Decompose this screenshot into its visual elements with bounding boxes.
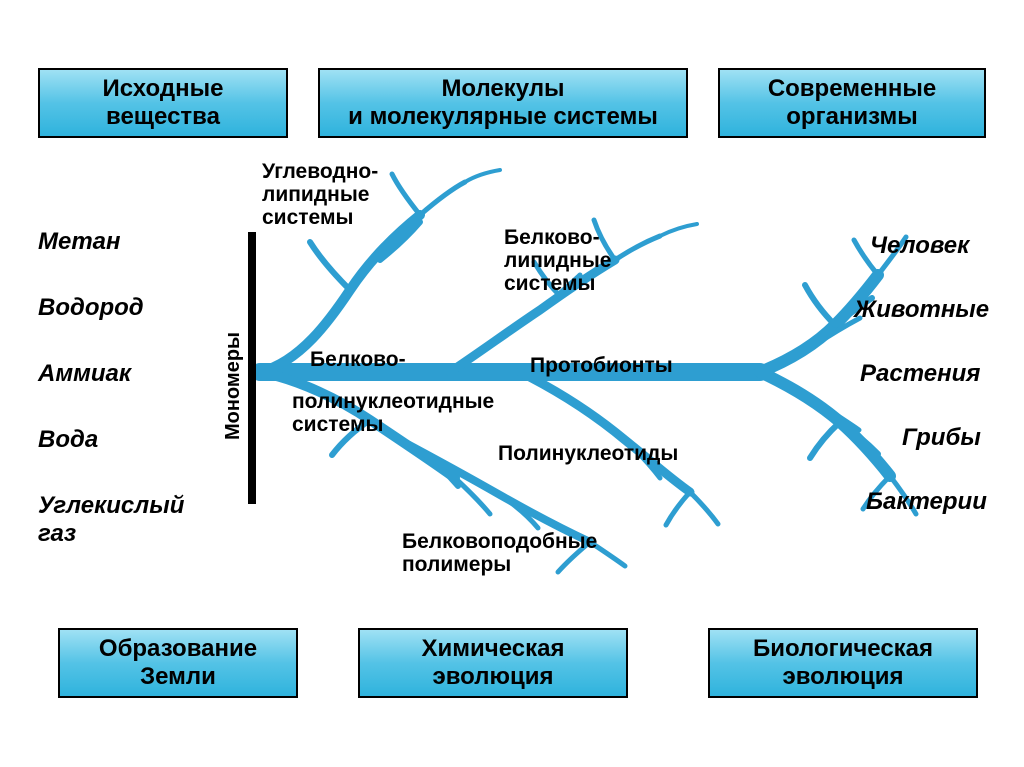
footer-label: Химическаяэволюция — [422, 635, 565, 690]
right-label-fungi: Грибы — [902, 424, 981, 452]
header-box-initial-substances: Исходныевещества — [38, 68, 288, 138]
right-label-plants: Растения — [860, 360, 980, 388]
left-label-co2: Углекислыйгаз — [38, 492, 184, 548]
header-label: Молекулыи молекулярные системы — [348, 75, 658, 130]
branch-label-polynucleotide-systems: полинуклеотидныесистемы — [292, 390, 494, 436]
monomers-bar — [248, 232, 256, 504]
left-label-ammonia: Аммиак — [38, 360, 131, 388]
header-label: Современныеорганизмы — [768, 75, 936, 130]
left-label-hydrogen: Водород — [38, 294, 144, 322]
right-label-bacteria: Бактерии — [866, 488, 987, 516]
footer-label: Биологическаяэволюция — [753, 635, 933, 690]
header-box-modern-organisms: Современныеорганизмы — [718, 68, 986, 138]
branch-label-protobionts: Протобионты — [530, 354, 673, 377]
footer-box-biological-evolution: Биологическаяэволюция — [708, 628, 978, 698]
monomers-label: Мономеры — [222, 332, 245, 440]
branch-label-protein-lipid: Белково-липидныесистемы — [504, 226, 611, 295]
branch-label-polynucleotides: Полинуклеотиды — [498, 442, 678, 465]
right-label-animals: Животные — [854, 296, 989, 324]
branch-label-carbo-lipid: Углеводно-липидныесистемы — [262, 160, 378, 229]
header-label: Исходныевещества — [103, 75, 224, 130]
footer-label: ОбразованиеЗемли — [99, 635, 257, 690]
left-label-methane: Метан — [38, 228, 121, 256]
footer-box-earth-formation: ОбразованиеЗемли — [58, 628, 298, 698]
footer-box-chemical-evolution: Химическаяэволюция — [358, 628, 628, 698]
diagram-stage: { "type": "tree", "background_color": "#… — [0, 0, 1024, 767]
right-label-human: Человек — [870, 232, 969, 260]
header-box-molecules: Молекулыи молекулярные системы — [318, 68, 688, 138]
branch-label-protein: Белково- — [310, 348, 406, 371]
left-label-water: Вода — [38, 426, 98, 454]
branch-label-protein-like-polymers: Белковоподобныеполимеры — [402, 530, 597, 576]
